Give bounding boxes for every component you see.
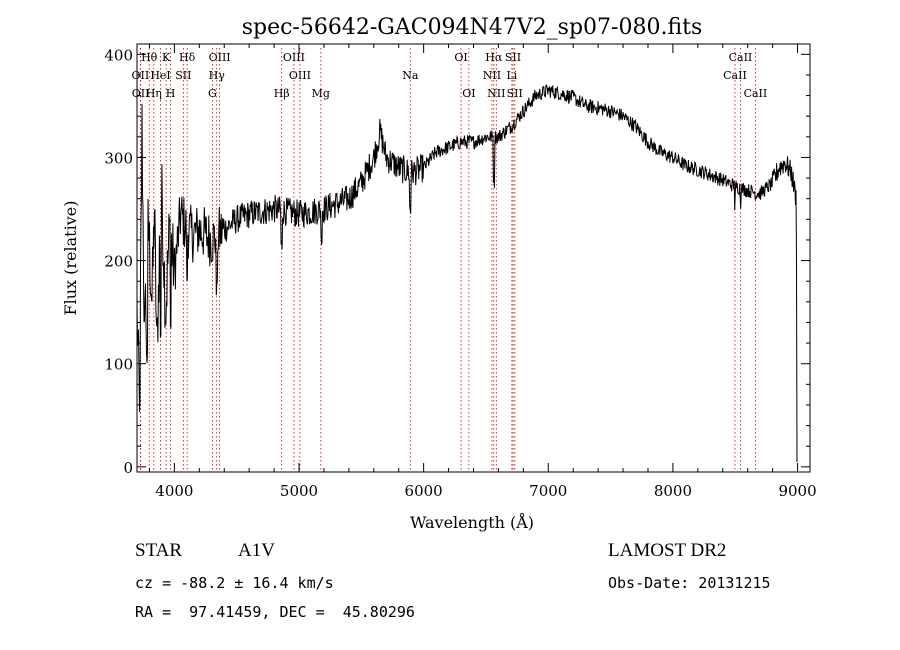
object-class: STAR: [135, 540, 183, 561]
plot-frame: [136, 43, 811, 473]
line-marker-label: Hα: [485, 51, 503, 64]
line-marker-label: CaII: [744, 87, 768, 100]
y-axis: 0 100 200 300 400: [104, 46, 810, 477]
y-tick-label: 200: [104, 253, 133, 271]
line-marker-label: OI: [462, 87, 475, 100]
x-tick-label: 5000: [280, 482, 318, 500]
x-tick-label: 7000: [529, 482, 567, 500]
line-marker-label: HeI: [150, 69, 170, 82]
x-tick-label: 8000: [654, 482, 692, 500]
line-marker-label: Mg: [312, 87, 330, 100]
y-axis-label: Flux (relative): [61, 201, 80, 316]
line-marker-label: Hβ: [274, 87, 290, 100]
line-marker-label: SII: [175, 69, 191, 82]
spectrum-chart: spec-56642-GAC094N47V2_sp07-080.fits Hθ K…: [61, 15, 817, 532]
x-tick-label: 9000: [778, 482, 816, 500]
y-tick-label: 300: [104, 149, 133, 167]
survey-name: LAMOST DR2: [608, 540, 727, 561]
coordinates-readout: RA = 97.41459, DEC = 45.80296: [135, 603, 415, 621]
line-marker-label: Hγ: [209, 69, 226, 82]
spectrum-series: [136, 84, 798, 463]
x-axis: 4000 5000 6000 7000 8000 9000: [148, 44, 817, 500]
line-marker-label: CaII: [729, 51, 753, 64]
line-marker-label: SII: [507, 87, 523, 100]
line-marker-label: H: [166, 87, 176, 100]
line-marker-label: Hδ: [179, 51, 196, 64]
x-axis-label: Wavelength (Å): [410, 512, 534, 532]
x-tick-label: 4000: [155, 482, 193, 500]
observation-date: Obs-Date: 20131215: [608, 574, 771, 592]
object-subclass: A1V: [238, 540, 275, 561]
line-marker-label: SII: [505, 51, 521, 64]
line-marker-label: OIII: [209, 51, 231, 64]
line-marker-label: OIII: [289, 69, 311, 82]
line-marker-label: Li: [506, 69, 517, 82]
chart-title: spec-56642-GAC094N47V2_sp07-080.fits: [242, 15, 703, 40]
line-marker-label: CaII: [723, 69, 747, 82]
x-tick-label: 6000: [405, 482, 443, 500]
line-marker-label: OI: [454, 51, 467, 64]
line-marker-label: Na: [402, 69, 419, 82]
line-marker-label: OII: [132, 69, 150, 82]
line-marker-label: Hη: [146, 87, 162, 100]
y-tick-label: 100: [104, 356, 133, 374]
line-marker-label: Hθ: [141, 51, 158, 64]
y-tick-label: 400: [104, 46, 133, 64]
line-marker-label: NII: [487, 87, 505, 100]
y-tick-label: 0: [123, 459, 133, 477]
spectrum-line: [136, 84, 798, 463]
line-marker-label: K: [162, 51, 171, 64]
line-marker-label: NII: [483, 69, 501, 82]
line-marker-label: OII: [132, 87, 150, 100]
line-marker-label: OIII: [283, 51, 305, 64]
redshift-readout: cz = -88.2 ± 16.4 km/s: [135, 574, 334, 592]
line-marker-label: G: [208, 87, 217, 100]
